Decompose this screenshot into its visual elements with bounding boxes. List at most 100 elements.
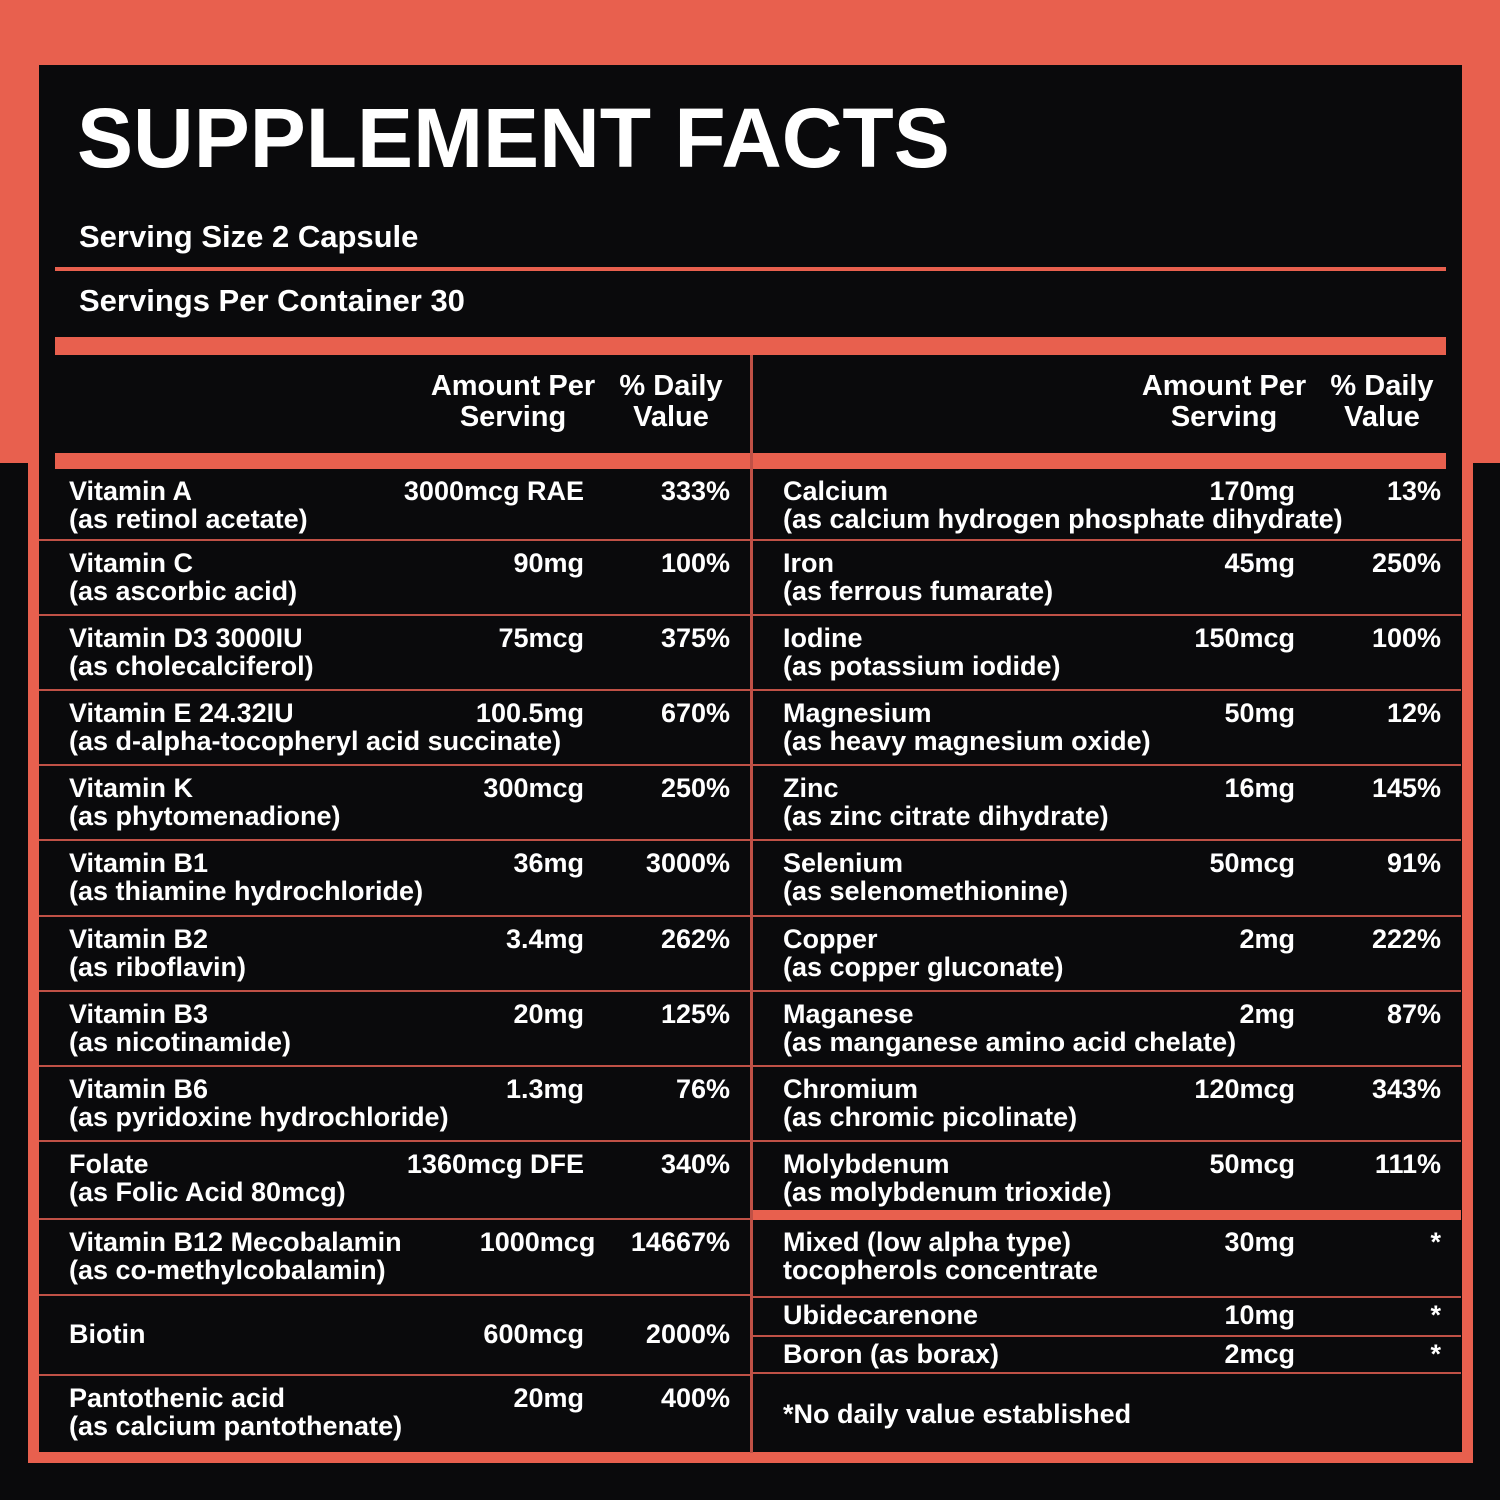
nutrient-name: Calcium: [783, 476, 889, 506]
nutrient-source: (as molybdenum trioxide): [783, 1177, 1112, 1207]
nutrient-source: (as calcium pantothenate): [69, 1411, 403, 1441]
daily-value-percent: 125%: [660, 999, 730, 1029]
daily-value-percent: 333%: [660, 476, 730, 506]
nutrient-row: Selenium 50mcg 91% (as selenomethionine): [753, 841, 1461, 917]
supplement-facts-panel: SUPPLEMENT FACTS Serving Size 2 Capsule …: [28, 65, 1473, 1463]
nutrient-row: Vitamin B2 3.4mg 262% (as riboflavin): [39, 917, 750, 992]
amount-per-serving-value: 3.4mg: [505, 924, 584, 954]
nutrient-row: Vitamin B12 Mecobalamin 1000mcg 14667% (as …: [39, 1220, 750, 1296]
nutrient-row: Magnesium 50mg 12% (as heavy magnesium oxid…: [753, 691, 1461, 766]
nutrient-row: Vitamin K 300mcg 250% (as phytomenadione): [39, 766, 750, 841]
nutrient-source: (as nicotinamide): [69, 1027, 292, 1057]
daily-value-header: % Daily Value: [619, 370, 723, 433]
amount-per-serving-value: 10mg: [1224, 1300, 1295, 1330]
table-header-row: Amount Per Serving % Daily Value Amount …: [39, 355, 1462, 453]
column-divider-rule: [750, 355, 753, 1453]
nutrient-source: (as thiamine hydrochloride): [69, 876, 424, 906]
amount-per-serving-value: 50mg: [1224, 698, 1295, 728]
nutrient-name: Pantothenic acid: [69, 1383, 286, 1413]
amount-per-serving-value: 16mg: [1224, 773, 1295, 803]
nutrient-name: Folate: [69, 1149, 149, 1179]
nutrient-row: Vitamin C 90mg 100% (as ascorbic acid): [39, 541, 750, 616]
nutrient-row: Chromium 120mcg 343% (as chromic picolinate…: [753, 1067, 1461, 1142]
nutrient-row: Molybdenum 50mcg 111% (as molybdenum trioxi…: [753, 1142, 1461, 1220]
daily-value-percent: 100%: [1371, 623, 1441, 653]
daily-value-percent: 12%: [1386, 698, 1441, 728]
nutrient-name: Vitamin B2: [69, 924, 209, 954]
nutrient-source: (as phytomenadione): [69, 801, 341, 831]
amount-per-serving-header: Amount Per Serving: [1141, 370, 1307, 433]
amount-per-serving-value: 20mg: [513, 999, 584, 1029]
nutrient-source: (as potassium iodide): [783, 651, 1061, 681]
amount-per-serving-header: Amount Per Serving: [430, 370, 596, 433]
daily-value-percent: 375%: [660, 623, 730, 653]
nutrient-row: Maganese 2mg 87% (as manganese amino acid c…: [753, 992, 1461, 1067]
amount-per-serving-value: 1360mcg DFE: [406, 1149, 584, 1179]
amount-per-serving-value: 20mg: [513, 1383, 584, 1413]
nutrient-source: (as copper gluconate): [783, 952, 1064, 982]
amount-per-serving-value: 50mcg: [1209, 1149, 1295, 1179]
nutrient-name: Vitamin A: [69, 476, 193, 506]
daily-value-percent: 111%: [1374, 1149, 1441, 1179]
nutrient-name: Ubidecarenone: [783, 1300, 979, 1330]
amount-per-serving-value: 150mcg: [1194, 623, 1295, 653]
amount-per-serving-value: 2mg: [1239, 924, 1295, 954]
amount-per-serving-value: 30mg: [1224, 1227, 1295, 1257]
daily-value-percent: 87%: [1386, 999, 1441, 1029]
nutrient-row: Calcium 170mg 13% (as calcium hydrogen phos…: [753, 469, 1461, 541]
nutrient-name: Chromium: [783, 1074, 918, 1104]
daily-value-percent: 14667%: [630, 1227, 730, 1257]
amount-per-serving-value: 170mg: [1209, 476, 1295, 506]
amount-per-serving-value: 45mg: [1224, 548, 1295, 578]
nutrient-source: (as ascorbic acid): [69, 576, 298, 606]
serving-size-text: Serving Size 2 Capsule: [79, 219, 419, 254]
amount-per-serving-value: 3000mcg RAE: [403, 476, 584, 506]
nutrient-row: Vitamin B6 1.3mg 76% (as pyridoxine hydroch…: [39, 1067, 750, 1142]
nutrient-name: Iodine: [783, 623, 863, 653]
nutrient-name: Vitamin C: [69, 548, 194, 578]
nutrient-name: Vitamin B6: [69, 1074, 209, 1104]
nutrient-source: (as cholecalciferol): [69, 651, 314, 681]
nutrient-name: Selenium: [783, 848, 904, 878]
nutrient-row: Folate 1360mcg DFE 340% (as Folic Acid 80mc…: [39, 1142, 750, 1220]
nutrient-source: (as heavy magnesium oxide): [783, 726, 1151, 756]
nutrient-source: (as retinol acetate): [69, 504, 308, 534]
nutrient-source: tocopherols concentrate: [783, 1255, 1099, 1285]
servings-per-container-text: Servings Per Container 30: [79, 283, 465, 318]
daily-value-percent: 250%: [660, 773, 730, 803]
panel-title: SUPPLEMENT FACTS: [77, 91, 950, 185]
nutrient-row: Iodine 150mcg 100% (as potassium iodide): [753, 616, 1461, 691]
amount-per-serving-value: 2mcg: [1224, 1339, 1295, 1369]
nutrient-row: Vitamin E 24.32IU 100.5mg 670% (as d-alpha-…: [39, 691, 750, 766]
nutrient-name: Zinc: [783, 773, 839, 803]
nutrient-row: Biotin 600mcg 2000%: [39, 1296, 750, 1376]
nutrient-name: Copper: [783, 924, 878, 954]
daily-value-percent: *: [1430, 1227, 1441, 1257]
daily-value-percent: 670%: [660, 698, 730, 728]
amount-per-serving-value: 120mcg: [1194, 1074, 1295, 1104]
daily-value-percent: 3000%: [645, 848, 730, 878]
daily-value-percent: *: [1430, 1339, 1441, 1369]
nutrient-name: Magnesium: [783, 698, 932, 728]
nutrient-name: Maganese: [783, 999, 914, 1029]
nutrient-source: (as zinc citrate dihydrate): [783, 801, 1109, 831]
nutrient-source: (as selenomethionine): [783, 876, 1069, 906]
daily-value-percent: 343%: [1371, 1074, 1441, 1104]
nutrient-name: Vitamin E 24.32IU: [69, 698, 294, 728]
nutrient-name: Molybdenum: [783, 1149, 950, 1179]
facts-table: Amount Per Serving % Daily Value Amount …: [39, 355, 1462, 1453]
nutrient-name: Vitamin B1: [69, 848, 209, 878]
daily-value-percent: 250%: [1371, 548, 1441, 578]
daily-value-percent: 13%: [1386, 476, 1441, 506]
nutrient-name: Boron (as borax): [783, 1339, 1000, 1369]
right-nutrient-column: Calcium 170mg 13% (as calcium hydrogen phos…: [753, 469, 1461, 1453]
daily-value-percent: 400%: [660, 1383, 730, 1413]
nutrient-source: (as riboflavin): [69, 952, 247, 982]
amount-per-serving-value: 1000mcg: [479, 1227, 596, 1257]
amount-per-serving-value: 75mcg: [498, 623, 584, 653]
amount-per-serving-value: 2mg: [1239, 999, 1295, 1029]
left-nutrient-column: Vitamin A 3000mcg RAE 333% (as retinol acet…: [39, 469, 750, 1453]
nutrient-row: Vitamin A 3000mcg RAE 333% (as retinol acet…: [39, 469, 750, 541]
nutrient-row: Copper 2mg 222% (as copper gluconate): [753, 917, 1461, 992]
